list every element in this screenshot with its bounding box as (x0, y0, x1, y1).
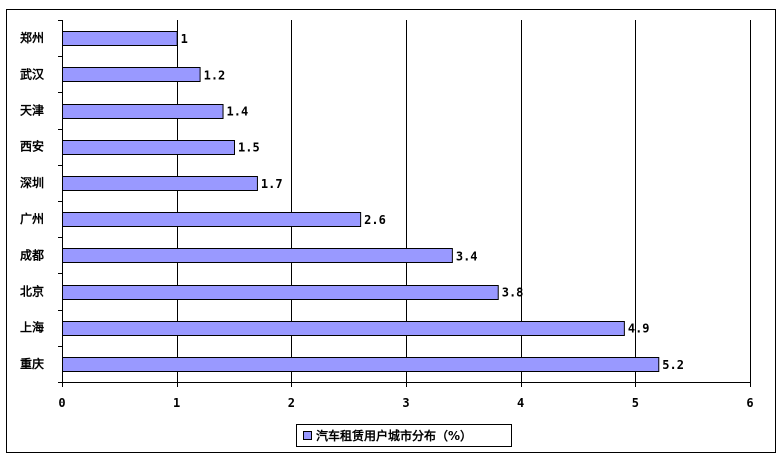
y-category-label: 天津 (20, 103, 44, 118)
data-label: 1.5 (238, 141, 260, 155)
chart-border (6, 9, 776, 453)
bar (62, 140, 235, 155)
x-tick-label: 5 (632, 396, 639, 410)
y-category-label: 郑州 (20, 30, 44, 45)
legend-label: 汽车租赁用户城市分布（%） (316, 428, 472, 443)
bar (62, 248, 453, 263)
legend: 汽车租赁用户城市分布（%） (296, 424, 512, 447)
labels: 0 1 2 3 4 5 6 重庆 5.2 上海 4.9 北京 3.8 成都 3.4 广州 2.6 深圳 1.7 西安 1… (20, 30, 754, 410)
x-tick-label: 4 (517, 396, 524, 410)
y-category-label: 上海 (20, 320, 44, 335)
bar (62, 67, 201, 82)
x-tick-label: 1 (173, 396, 180, 410)
data-label: 1.7 (261, 177, 283, 191)
bar (62, 212, 362, 227)
bar (62, 285, 499, 300)
axes (58, 20, 751, 387)
x-tick-label: 0 (58, 396, 65, 410)
y-category-label: 广州 (20, 211, 44, 226)
x-tick-label: 6 (746, 396, 753, 410)
data-label: 5.2 (662, 358, 684, 372)
bar (62, 176, 258, 191)
bar (62, 31, 178, 46)
bar (62, 321, 625, 336)
legend-box (296, 424, 512, 447)
data-label: 1 (181, 32, 188, 46)
data-label: 1.2 (204, 68, 226, 82)
bar (62, 357, 660, 372)
x-tick-label: 3 (402, 396, 409, 410)
y-category-label: 武汉 (20, 66, 45, 81)
y-category-label: 重庆 (20, 356, 44, 371)
bar (62, 104, 224, 119)
y-category-label: 北京 (20, 284, 44, 299)
data-label: 3.4 (456, 249, 478, 263)
x-tick-label: 2 (288, 396, 295, 410)
y-category-label: 成都 (20, 247, 44, 262)
legend-swatch (303, 431, 312, 440)
data-label: 2.6 (364, 213, 386, 227)
bars (62, 31, 660, 372)
data-label: 3.8 (502, 286, 524, 300)
y-category-label: 西安 (20, 139, 44, 154)
y-category-label: 深圳 (20, 175, 44, 190)
data-label: 4.9 (628, 322, 650, 336)
data-label: 1.4 (227, 105, 249, 119)
